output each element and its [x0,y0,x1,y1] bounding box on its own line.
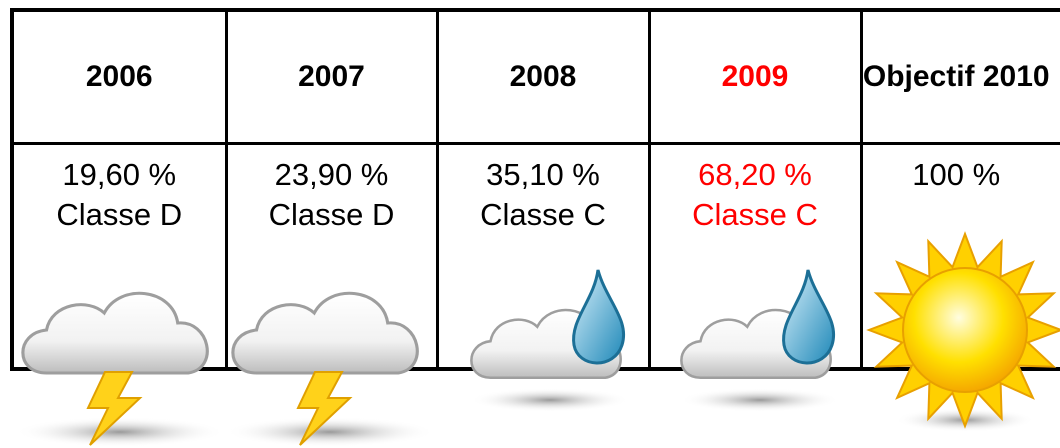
shadow [225,417,435,447]
storm-cloud [233,293,417,373]
storm-cloud [23,293,207,373]
shadow [470,388,630,412]
shadow [15,417,225,447]
drop [574,270,624,363]
drop [784,270,834,363]
page: 2006 2007 2008 2009 Objectif 2010 19,60 … [0,0,1060,448]
weather-icons [0,0,1060,448]
shadow [680,388,840,412]
sun [869,234,1060,426]
